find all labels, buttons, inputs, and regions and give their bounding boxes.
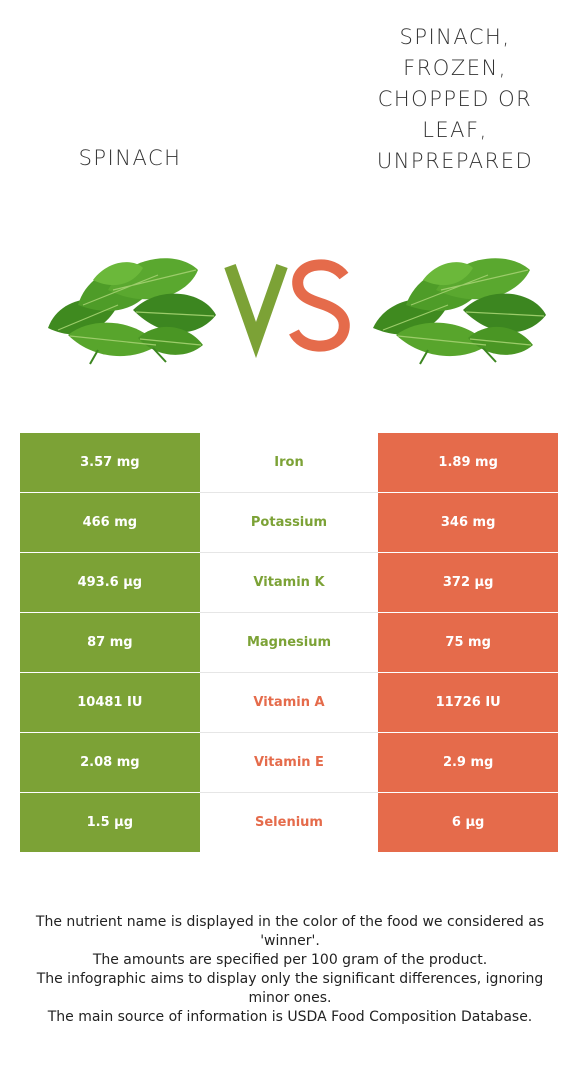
footnotes: The nutrient name is displayed in the co…	[18, 913, 562, 1027]
right-value: 6 µg	[378, 792, 558, 852]
left-value: 493.6 µg	[20, 552, 200, 613]
table-row: 87 mg Magnesium 75 mg	[20, 612, 558, 673]
footnote-amounts: The amounts are specified per 100 gram o…	[92, 952, 488, 968]
left-value: 2.08 mg	[20, 732, 200, 793]
right-value: 1.89 mg	[378, 433, 558, 493]
spinach-leaves-image-right	[373, 258, 546, 365]
nutrient-name: Potassium	[199, 492, 379, 553]
nutrient-name: Vitamin A	[199, 672, 379, 733]
nutrient-comparison-table: 3.57 mg Iron 1.89 mg 466 mg Potassium 34…	[20, 433, 558, 852]
left-value: 1.5 µg	[20, 792, 200, 852]
spinach-leaves-image-left	[48, 258, 216, 365]
right-value: 2.9 mg	[378, 732, 558, 793]
left-value: 87 mg	[20, 612, 200, 673]
footnote-winner: The nutrient name is displayed in the co…	[35, 914, 545, 949]
table-row: 1.5 µg Selenium 6 µg	[20, 792, 558, 852]
left-value: 3.57 mg	[20, 433, 200, 493]
nutrient-name: Vitamin E	[199, 732, 379, 793]
left-value: 466 mg	[20, 492, 200, 553]
right-value: 372 µg	[378, 552, 558, 613]
left-food-title: SPINACH	[78, 146, 182, 170]
nutrient-name: Magnesium	[199, 612, 379, 673]
table-row: 3.57 mg Iron 1.89 mg	[20, 433, 558, 493]
nutrient-name: Iron	[199, 433, 379, 493]
footnote-differences: The infographic aims to display only the…	[36, 971, 544, 1006]
right-value: 75 mg	[378, 612, 558, 673]
nutrient-name: Vitamin K	[199, 552, 379, 613]
table-row: 493.6 µg Vitamin K 372 µg	[20, 552, 558, 613]
vs-label	[224, 259, 350, 358]
right-food-title: SPINACH, FROZEN, CHOPPED OR LEAF, UNPREP…	[376, 25, 534, 173]
table-row: 2.08 mg Vitamin E 2.9 mg	[20, 732, 558, 793]
right-value: 11726 IU	[378, 672, 558, 733]
nutrient-name: Selenium	[199, 792, 379, 852]
right-value: 346 mg	[378, 492, 558, 553]
left-value: 10481 IU	[20, 672, 200, 733]
footnote-source: The main source of information is USDA F…	[47, 1009, 533, 1025]
table-row: 10481 IU Vitamin A 11726 IU	[20, 672, 558, 733]
table-row: 466 mg Potassium 346 mg	[20, 492, 558, 553]
